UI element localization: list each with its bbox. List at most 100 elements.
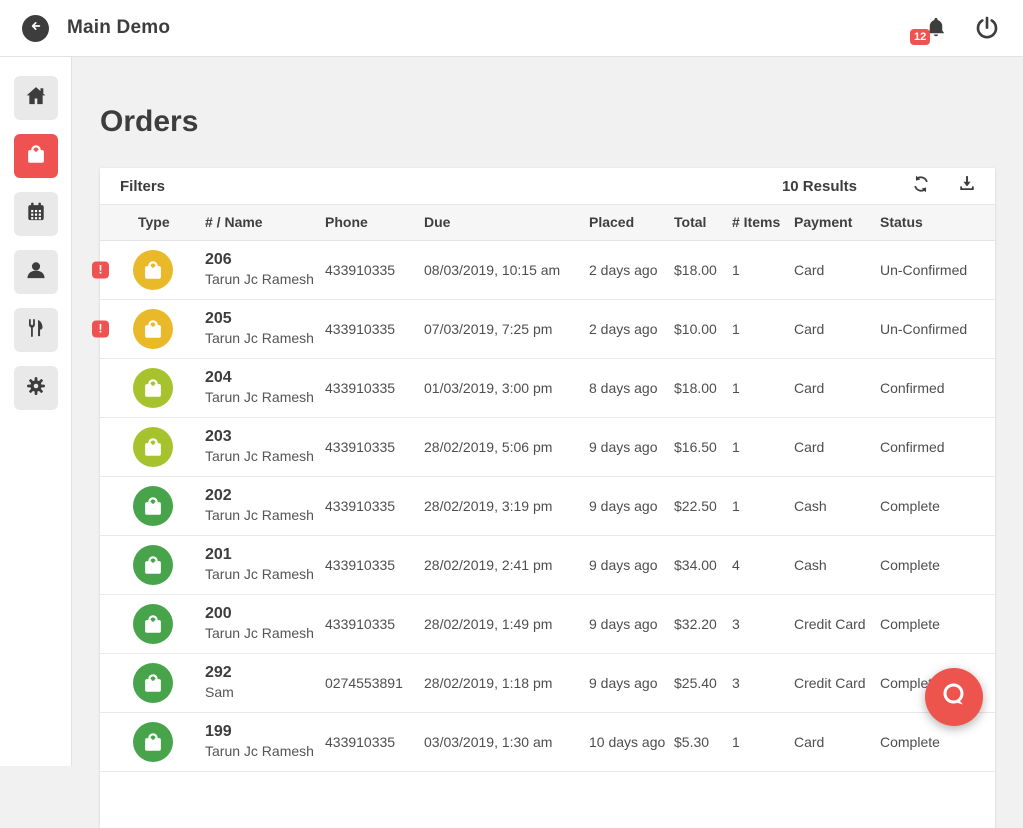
order-due: 28/02/2019, 5:06 pm: [424, 417, 589, 476]
order-payment: Credit Card: [794, 594, 880, 653]
sidebar-item-calendar[interactable]: [14, 192, 58, 236]
notifications-button[interactable]: 12: [923, 14, 949, 42]
table-row[interactable]: 203 Tarun Jc Ramesh 433910335 28/02/2019…: [100, 417, 995, 476]
order-phone: 433910335: [325, 417, 424, 476]
logout-button[interactable]: [973, 14, 1001, 42]
table-row[interactable]: ! 206 Tarun Jc Ramesh 433910335 08/03/20…: [100, 240, 995, 299]
chat-launcher-button[interactable]: [925, 668, 983, 726]
order-type-icon: [133, 486, 173, 526]
order-customer-name: Tarun Jc Ramesh: [205, 388, 325, 407]
sidebar-item-settings[interactable]: [14, 366, 58, 410]
order-type-icon: [133, 663, 173, 703]
order-number: 199: [205, 722, 325, 742]
utensils-icon: [23, 315, 49, 346]
order-phone: 433910335: [325, 240, 424, 299]
order-payment: Card: [794, 417, 880, 476]
order-due: 07/03/2019, 7:25 pm: [424, 299, 589, 358]
order-customer-name: Tarun Jc Ramesh: [205, 506, 325, 525]
order-phone: 0274553891: [325, 653, 424, 712]
sidebar-item-orders[interactable]: [14, 134, 58, 178]
order-type-icon: [133, 604, 173, 644]
order-due: 28/02/2019, 2:41 pm: [424, 535, 589, 594]
order-items: 1: [732, 476, 794, 535]
order-status: Complete: [880, 476, 995, 535]
order-total: $5.30: [674, 712, 732, 771]
topbar: Main Demo 12: [0, 0, 1023, 57]
order-customer-name: Tarun Jc Ramesh: [205, 270, 325, 289]
table-header-row: Type# / NamePhoneDuePlacedTotal# ItemsPa…: [100, 205, 995, 240]
app-title: Main Demo: [67, 17, 170, 39]
order-customer-name: Tarun Jc Ramesh: [205, 742, 325, 761]
column-header: Due: [424, 205, 589, 240]
download-icon: [956, 173, 978, 200]
order-number: 202: [205, 486, 325, 506]
chat-bubble-icon: [938, 679, 970, 716]
table-row[interactable]: ! 205 Tarun Jc Ramesh 433910335 07/03/20…: [100, 299, 995, 358]
alert-icon: !: [92, 320, 109, 337]
table-row[interactable]: 200 Tarun Jc Ramesh 433910335 28/02/2019…: [100, 594, 995, 653]
order-payment: Cash: [794, 476, 880, 535]
sidebar-item-menu[interactable]: [14, 308, 58, 352]
column-header: Status: [880, 205, 995, 240]
order-number: 201: [205, 545, 325, 565]
order-customer-name: Sam: [205, 683, 325, 702]
notification-count-badge: 12: [910, 29, 930, 45]
order-customer-name: Tarun Jc Ramesh: [205, 447, 325, 466]
orders-card: Filters 10 Results: [100, 168, 995, 828]
order-due: 28/02/2019, 1:18 pm: [424, 653, 589, 712]
download-button[interactable]: [955, 174, 979, 198]
sidebar-item-customers[interactable]: [14, 250, 58, 294]
order-customer-name: Tarun Jc Ramesh: [205, 624, 325, 643]
order-placed: 9 days ago: [589, 535, 674, 594]
order-number: 204: [205, 368, 325, 388]
order-items: 1: [732, 240, 794, 299]
order-total: $34.00: [674, 535, 732, 594]
filters-toggle[interactable]: Filters: [120, 178, 165, 195]
order-placed: 9 days ago: [589, 417, 674, 476]
column-header: # Items: [732, 205, 794, 240]
order-total: $10.00: [674, 299, 732, 358]
order-placed: 2 days ago: [589, 299, 674, 358]
order-type-icon: [133, 368, 173, 408]
refresh-button[interactable]: [909, 174, 933, 198]
sidebar: [0, 57, 72, 766]
orders-table: Type# / NamePhoneDuePlacedTotal# ItemsPa…: [100, 205, 995, 772]
order-customer-name: Tarun Jc Ramesh: [205, 329, 325, 348]
column-header: Total: [674, 205, 732, 240]
order-status: Confirmed: [880, 417, 995, 476]
order-status: Complete: [880, 594, 995, 653]
main-content: Orders Filters 10 Results: [72, 57, 1023, 766]
order-total: $18.00: [674, 358, 732, 417]
order-payment: Cash: [794, 535, 880, 594]
order-items: 1: [732, 358, 794, 417]
shopping-bag-icon: [22, 140, 50, 173]
order-status: Confirmed: [880, 358, 995, 417]
order-payment: Card: [794, 299, 880, 358]
back-button[interactable]: [22, 15, 49, 42]
column-header: Placed: [589, 205, 674, 240]
table-row[interactable]: 202 Tarun Jc Ramesh 433910335 28/02/2019…: [100, 476, 995, 535]
order-due: 28/02/2019, 1:49 pm: [424, 594, 589, 653]
order-number: 200: [205, 604, 325, 624]
table-row[interactable]: 201 Tarun Jc Ramesh 433910335 28/02/2019…: [100, 535, 995, 594]
order-phone: 433910335: [325, 594, 424, 653]
sidebar-item-home[interactable]: [14, 76, 58, 120]
table-row[interactable]: 199 Tarun Jc Ramesh 433910335 03/03/2019…: [100, 712, 995, 771]
calendar-icon: [23, 199, 49, 230]
order-due: 01/03/2019, 3:00 pm: [424, 358, 589, 417]
home-icon: [23, 83, 49, 114]
order-phone: 433910335: [325, 712, 424, 771]
order-due: 03/03/2019, 1:30 am: [424, 712, 589, 771]
order-placed: 9 days ago: [589, 653, 674, 712]
order-total: $22.50: [674, 476, 732, 535]
table-row[interactable]: 204 Tarun Jc Ramesh 433910335 01/03/2019…: [100, 358, 995, 417]
order-total: $32.20: [674, 594, 732, 653]
order-items: 1: [732, 299, 794, 358]
table-row[interactable]: 292 Sam 0274553891 28/02/2019, 1:18 pm 9…: [100, 653, 995, 712]
column-header: Phone: [325, 205, 424, 240]
order-items: 1: [732, 417, 794, 476]
order-type-icon: [133, 427, 173, 467]
order-total: $18.00: [674, 240, 732, 299]
order-due: 08/03/2019, 10:15 am: [424, 240, 589, 299]
power-icon: [973, 29, 1001, 46]
